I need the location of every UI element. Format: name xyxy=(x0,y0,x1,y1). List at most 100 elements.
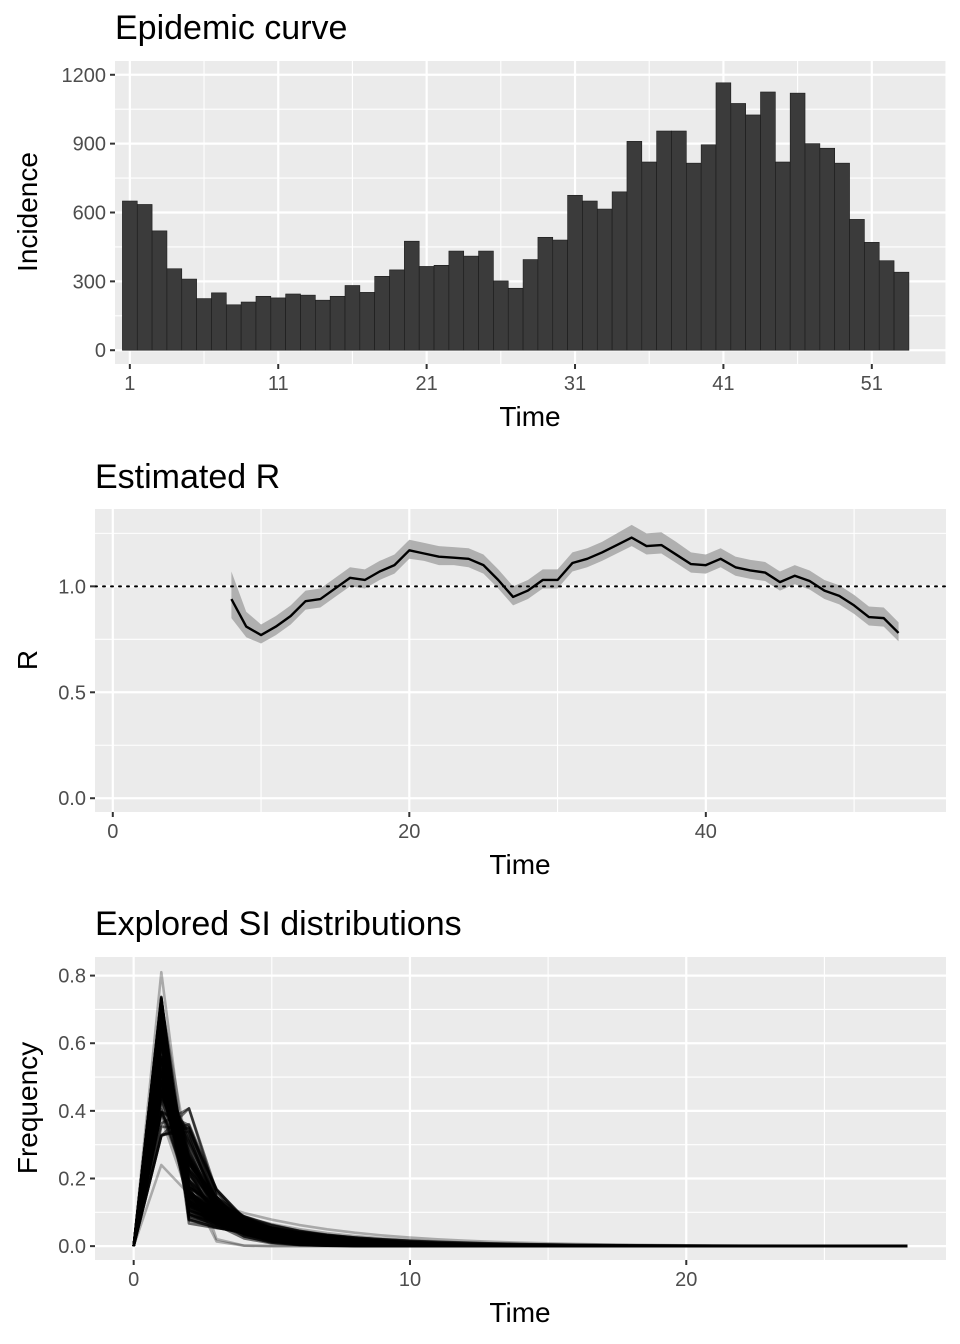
y-axis: 0.0 0.2 0.4 0.6 0.8 xyxy=(58,966,95,1258)
bar xyxy=(374,276,390,351)
bar xyxy=(567,194,583,351)
y-tick-label: 900 xyxy=(73,134,106,156)
bar xyxy=(255,295,272,351)
bar xyxy=(864,242,880,351)
si-distribution-line xyxy=(132,1066,908,1248)
y-tick-label: 600 xyxy=(73,203,106,225)
y-axis-title: Frequency xyxy=(12,1042,43,1174)
y-tick-label: 0.5 xyxy=(58,682,86,704)
y-tick-label: 1.0 xyxy=(58,576,86,598)
bar xyxy=(893,271,910,351)
bar xyxy=(300,294,316,351)
y-tick-label: 0.0 xyxy=(58,788,86,810)
bar xyxy=(151,230,168,351)
bar xyxy=(700,144,717,351)
x-tick-label: 20 xyxy=(675,1269,697,1291)
bar xyxy=(285,293,301,351)
x-axis-title: Time xyxy=(489,849,550,880)
y-axis-title: Incidence xyxy=(12,152,43,272)
bar xyxy=(181,278,197,351)
bar xyxy=(775,161,791,351)
bar xyxy=(211,292,227,351)
bar xyxy=(671,130,687,351)
mean-r-line xyxy=(230,536,900,637)
y-axis: 0.0 0.5 1.0 xyxy=(58,576,95,810)
x-tick-label: 31 xyxy=(564,373,586,395)
bar xyxy=(478,250,494,351)
bar xyxy=(507,287,524,351)
bar xyxy=(878,260,895,351)
y-axis: 0 300 600 900 1200 xyxy=(62,65,115,362)
bar xyxy=(537,236,554,351)
bar xyxy=(270,297,286,351)
bar xyxy=(819,147,836,351)
y-tick-label: 300 xyxy=(73,271,106,293)
bar xyxy=(686,162,702,351)
y-tick-label: 0.6 xyxy=(58,1033,86,1055)
x-tick-label: 1 xyxy=(124,373,135,395)
x-axis: 0 10 20 xyxy=(128,1260,697,1291)
bar xyxy=(225,304,242,351)
bar xyxy=(404,240,420,351)
bar xyxy=(240,301,257,351)
x-tick-label: 0 xyxy=(107,821,118,843)
x-axis: 0 20 40 xyxy=(107,812,717,843)
x-axis-title: Time xyxy=(499,401,560,432)
bar xyxy=(418,266,435,351)
bar xyxy=(789,92,806,351)
bar xyxy=(344,285,361,351)
bar xyxy=(389,269,405,351)
y-axis-title: R xyxy=(12,650,43,670)
y-tick-label: 0 xyxy=(95,340,106,362)
x-axis-title: Time xyxy=(489,1297,550,1328)
bar xyxy=(804,143,821,351)
bar xyxy=(522,259,539,351)
si-distributions-plot: Explored SI distributions 0 10 20 0.00.20.… xyxy=(12,905,946,1328)
bar xyxy=(582,200,598,351)
bar xyxy=(196,298,212,351)
bar xyxy=(359,292,375,351)
bar xyxy=(448,250,465,351)
bar xyxy=(463,255,479,351)
bar xyxy=(745,114,761,351)
x-tick-label: 41 xyxy=(712,373,734,395)
bar xyxy=(656,130,672,351)
x-axis: 1 11 21 31 41 51 xyxy=(124,364,883,395)
bar xyxy=(122,200,138,351)
x-tick-label: 21 xyxy=(416,373,438,395)
bar xyxy=(493,280,509,351)
bar xyxy=(596,208,613,351)
y-tick-label: 0.8 xyxy=(58,966,86,988)
y-tick-label: 0.4 xyxy=(58,1101,86,1123)
x-tick-label: 10 xyxy=(399,1269,421,1291)
x-tick-label: 0 xyxy=(128,1269,139,1291)
bar xyxy=(166,268,183,351)
bar xyxy=(329,295,346,351)
y-tick-label: 0.0 xyxy=(58,1236,86,1258)
bar xyxy=(552,239,568,351)
plot-panel xyxy=(95,509,946,812)
bar xyxy=(834,162,850,351)
bar xyxy=(433,264,450,351)
bar-series xyxy=(122,82,910,351)
bar xyxy=(626,141,643,351)
plot-title: Estimated R xyxy=(95,458,280,496)
estimated-r-plot: Estimated R 0 20 40 0.0 0.5 1.0 Time R xyxy=(12,458,947,880)
si-series xyxy=(132,970,908,1248)
y-tick-label: 1200 xyxy=(62,65,107,87)
bar xyxy=(641,161,657,351)
bar xyxy=(611,191,628,351)
r-series xyxy=(94,524,947,644)
plot-title: Explored SI distributions xyxy=(95,905,462,943)
bar xyxy=(136,204,153,351)
y-tick-label: 0.2 xyxy=(58,1169,86,1191)
x-tick-label: 11 xyxy=(268,373,289,395)
plot-title: Epidemic curve xyxy=(115,9,347,47)
bar xyxy=(760,91,776,351)
bar xyxy=(849,219,865,351)
bar xyxy=(715,82,732,351)
epidemic-curve-plot: Epidemic curve 1 11 21 31 41 51 0300600900120… xyxy=(12,9,947,432)
x-tick-label: 51 xyxy=(861,373,883,395)
confidence-ribbon xyxy=(231,524,899,644)
